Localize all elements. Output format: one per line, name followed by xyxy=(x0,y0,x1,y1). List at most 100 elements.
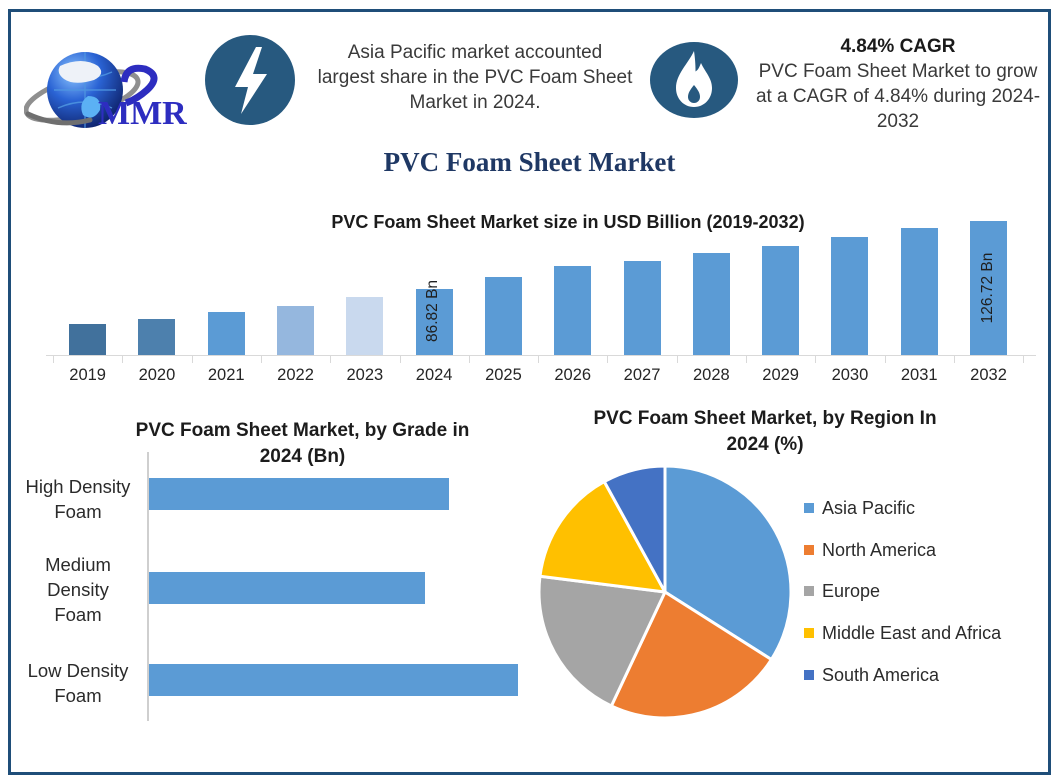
grade-bar-chart: PVC Foam Sheet Market, by Grade in 2024 (… xyxy=(10,410,522,721)
highlight-line: Market in 2024. xyxy=(409,92,541,113)
bar-value-label-2032: 126.72 Bn xyxy=(978,252,996,324)
bar-2022 xyxy=(277,306,315,355)
pie-slice-south-america xyxy=(602,464,667,594)
legend-label: Middle East and Africa xyxy=(822,622,1002,643)
x-tick-label-2032: 2032 xyxy=(970,366,1007,384)
bar-value-label-2024: 86.82 Bn xyxy=(424,279,442,343)
region-chart-title: PVC Foam Sheet Market, by Region In 2024 … xyxy=(568,406,962,458)
bar-2021 xyxy=(207,312,245,355)
bar-2032 xyxy=(970,221,1008,355)
grade-label-3: Low Density Foam xyxy=(10,658,146,708)
legend-item-asia-pacific: Asia Pacific xyxy=(804,498,915,518)
x-tick-label-2027: 2027 xyxy=(623,366,661,384)
pie-title-line: 2024 (%) xyxy=(726,434,804,455)
legend-item-south-america: South America xyxy=(804,665,939,685)
axis-tick xyxy=(191,355,193,363)
cagr-headline: 4.84% CAGR xyxy=(840,36,956,57)
cagr-text: PVC Foam Sheet Market to grow at a CAGR o… xyxy=(748,59,1048,134)
legend-item-middle-east-and-africa: Middle East and Africa xyxy=(804,623,1001,643)
bar-2019 xyxy=(69,324,107,355)
legend-label: Europe xyxy=(822,580,881,601)
axis-tick xyxy=(538,355,540,363)
legend-swatch xyxy=(804,586,814,596)
mmr-logo: MMR xyxy=(23,48,204,133)
legend-swatch xyxy=(804,503,814,513)
grade-label-line: Foam xyxy=(54,604,102,625)
grade-label-line: Medium xyxy=(45,554,111,575)
axis-tick xyxy=(260,355,262,363)
bar-2024 xyxy=(415,289,453,355)
grade-bar-1 xyxy=(149,478,449,510)
lightning-bolt-icon xyxy=(205,35,295,125)
x-tick-label-2023: 2023 xyxy=(346,366,384,384)
axis-tick xyxy=(53,355,54,363)
legend-label: North America xyxy=(822,539,937,560)
x-tick-label-2024: 2024 xyxy=(415,366,453,384)
legend-item-north-america: North America xyxy=(804,540,936,560)
pie-slice-europe xyxy=(537,574,667,708)
axis-tick xyxy=(676,355,678,363)
legend-swatch xyxy=(804,670,814,680)
grade-bar-3 xyxy=(149,664,518,696)
page-title: PVC Foam Sheet Market xyxy=(383,147,676,177)
market-size-chart-title: PVC Foam Sheet Market size in USD Billio… xyxy=(331,212,805,232)
axis-tick xyxy=(330,355,332,363)
grade-label-line: Low Density xyxy=(27,660,129,681)
axis-tick xyxy=(815,355,817,363)
region-pie-chart: PVC Foam Sheet Market, by Region In 2024 … xyxy=(528,398,1059,721)
grade-chart-title: PVC Foam Sheet Market, by Grade in 2024 (… xyxy=(105,418,500,470)
bar-2030 xyxy=(831,237,869,355)
grade-label-2: Medium Density Foam xyxy=(10,552,146,627)
legend-label: South America xyxy=(822,664,940,685)
cagr-highlight: 4.84% CAGR PVC Foam Sheet Market to grow… xyxy=(748,34,1048,134)
axis-tick xyxy=(399,355,401,363)
logo-text: MMR xyxy=(98,95,187,132)
x-tick-label-2020: 2020 xyxy=(138,366,176,384)
legend-label: Asia Pacific xyxy=(822,497,916,518)
bar-2026 xyxy=(554,266,592,355)
axis-tick xyxy=(468,355,470,363)
lightning-badge xyxy=(204,34,296,131)
bar-2020 xyxy=(138,319,176,355)
bar-2029 xyxy=(762,246,800,355)
globe-logo-icon: MMR xyxy=(23,52,187,132)
axis-tick xyxy=(1023,355,1025,363)
x-tick-label-2021: 2021 xyxy=(207,366,245,384)
flame-badge xyxy=(648,40,740,125)
legend-swatch xyxy=(804,545,814,555)
x-tick-label-2025: 2025 xyxy=(485,366,522,384)
bar-2027 xyxy=(623,261,661,355)
pie-slice-middle-east-and-africa xyxy=(538,480,667,594)
bar-2023 xyxy=(346,297,384,355)
bar-2031 xyxy=(900,228,938,355)
axis-tick xyxy=(607,355,609,363)
bar-2028 xyxy=(692,253,730,355)
x-tick-label-2030: 2030 xyxy=(831,366,869,384)
y-axis-line xyxy=(147,452,149,721)
axis-tick xyxy=(953,355,955,363)
x-tick-label-2028: 2028 xyxy=(692,366,730,384)
bar-2025 xyxy=(484,277,522,355)
grade-bar-2 xyxy=(149,572,425,604)
grade-label-line: Foam xyxy=(54,685,102,706)
grade-label-line: Foam xyxy=(54,501,102,522)
highlight-line: Asia Pacific market accounted xyxy=(347,42,603,63)
highlight-line: largest share in the PVC Foam Sheet xyxy=(317,67,633,88)
legend-item-europe: Europe xyxy=(804,581,880,601)
axis-tick xyxy=(122,355,124,363)
grade-label-line: High Density xyxy=(25,476,131,497)
grade-title-line: 2024 (Bn) xyxy=(259,446,346,467)
grade-title-line: PVC Foam Sheet Market, by Grade in xyxy=(135,420,470,441)
cagr-line: 2032 xyxy=(876,111,920,132)
cagr-line: PVC Foam Sheet Market to grow xyxy=(758,61,1038,82)
x-tick-label-2031: 2031 xyxy=(900,366,938,384)
axis-tick xyxy=(884,355,886,363)
pie-title-line: PVC Foam Sheet Market, by Region In xyxy=(593,408,937,429)
x-axis-line xyxy=(46,355,1036,356)
market-size-bar-chart: PVC Foam Sheet Market size in USD Billio… xyxy=(34,200,1044,400)
cagr-line: at a CAGR of 4.84% during 2024- xyxy=(755,86,1041,107)
grade-label-1: High Density Foam xyxy=(10,474,146,524)
x-tick-label-2029: 2029 xyxy=(762,366,799,384)
highlight-asia-pacific-text: Asia Pacific market accounted largest sha… xyxy=(308,40,642,115)
pie-graphic xyxy=(537,464,793,720)
